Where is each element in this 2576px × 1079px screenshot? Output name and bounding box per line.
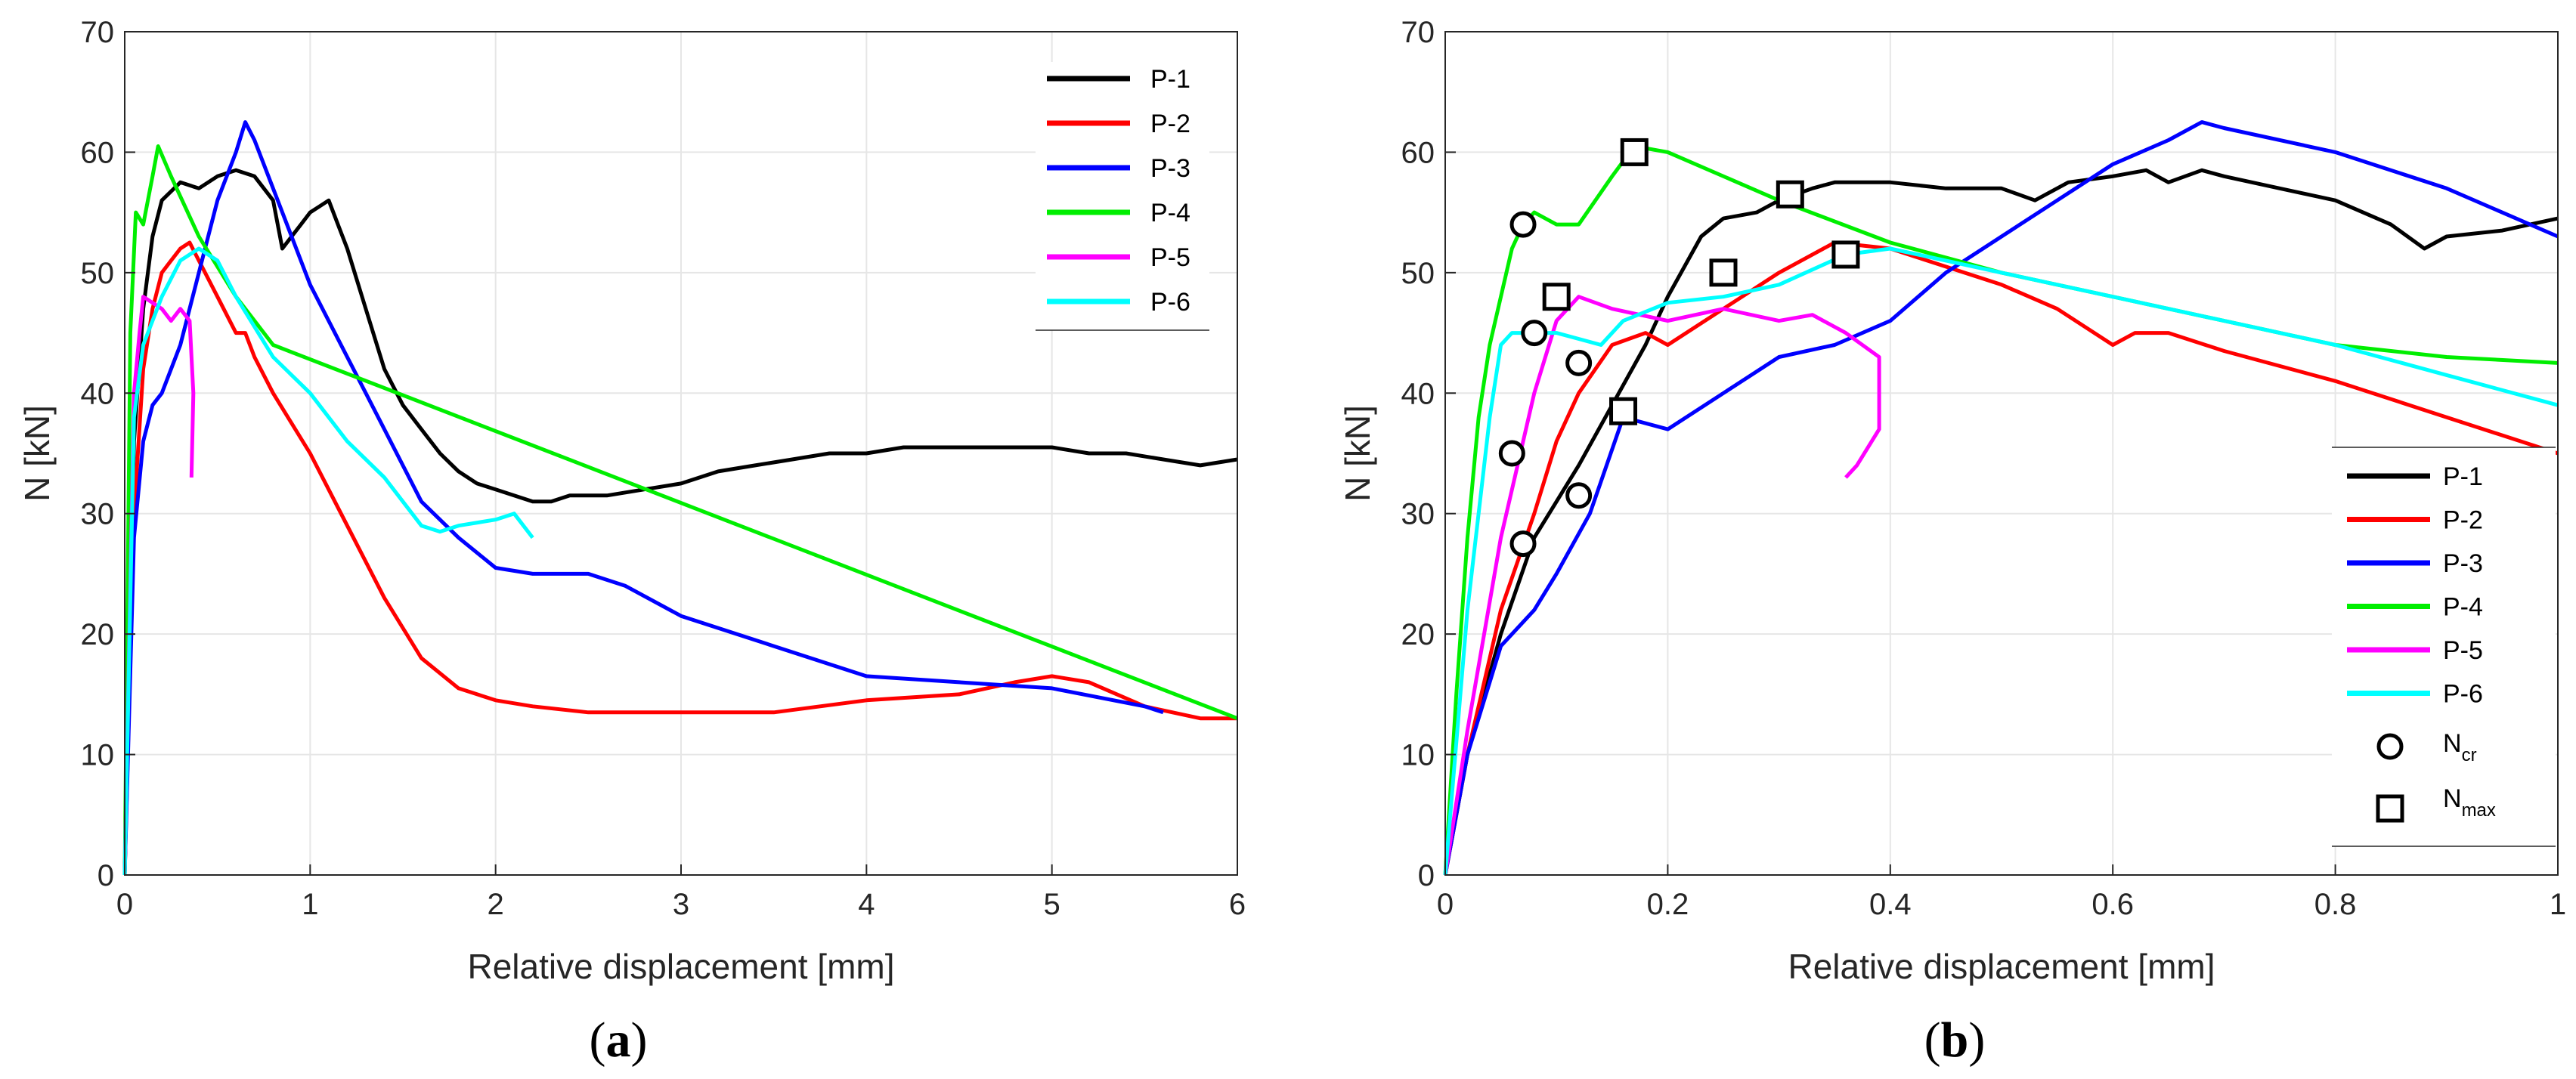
legend-label-p-3: P-3 [2443,549,2483,578]
series-line-p-5 [1443,295,1881,876]
a-xtick-label: 2 [488,888,504,921]
marker-nmax [1776,180,1804,209]
b-xlabel: Relative displacement [mm] [1788,947,2215,986]
b-ytick-label: 30 [1401,498,1435,531]
b-markers [1498,138,1860,558]
legend-label-p-6: P-6 [1150,288,1190,317]
marker-ncr [1521,320,1548,347]
a-xtick-label: 6 [1229,888,1246,921]
a-xtick-label: 4 [858,888,875,921]
b-xtick-label: 1 [2550,888,2566,921]
legend-label-p-2: P-2 [1150,110,1190,138]
b-ytick-label: 40 [1401,377,1435,410]
marker-ncr [1565,349,1593,376]
a-xtick-label: 3 [673,888,689,921]
b-ylabel: N [kN] [1338,405,1377,502]
a-xtick-label: 5 [1044,888,1060,921]
caption-b: (b) [1924,1013,1986,1068]
b-ytick-label: 0 [1418,859,1435,892]
series-line-p-1 [122,168,1238,876]
legend-ncr-label: Ncr [2443,729,2477,765]
b-ytick-label: 60 [1401,136,1435,169]
b-axes-box [1444,31,2559,876]
marker-ncr [1565,482,1593,509]
series-line-p-3 [122,120,1164,876]
a-ytick-label: 0 [98,859,114,892]
a-ytick-label: 50 [81,257,115,290]
a-legend: P-1 P-2 P-3 P-4 P-5 P-6 [1036,62,1209,331]
legend-label-p-2: P-2 [2443,506,2483,535]
legend-nmax-label: Nmax [2443,784,2496,821]
legend-label-p-3: P-3 [1150,154,1190,183]
a-legend-bg [1036,62,1209,330]
legend-label-p-1: P-1 [2443,462,2483,491]
a-series [122,120,1238,876]
a-ytick-label: 40 [81,377,115,410]
a-xtick-label: 1 [302,888,318,921]
a-ylabel: N [kN] [17,405,57,502]
a-xlabel: Relative displacement [mm] [468,947,895,986]
b-xtick-label: 0.2 [1647,888,1689,921]
marker-ncr [1509,211,1537,238]
b-legend-bg [2332,447,2556,846]
legend-label-p-5: P-5 [2443,636,2483,665]
b-ytick-label: 50 [1401,257,1435,290]
marker-nmax [1542,283,1571,311]
legend-label-p-1: P-1 [1150,65,1190,94]
series-line-p-3 [1443,120,2559,876]
legend-label-p-5: P-5 [1150,243,1190,272]
a-ytick-label: 60 [81,136,115,169]
a-xtick-label: 0 [116,888,133,921]
legend-nmax-square-icon [2376,794,2404,823]
series-line-p-2 [1443,240,2559,876]
marker-nmax [1709,258,1738,287]
series-line-p-6 [122,246,534,876]
legend-label-p-4: P-4 [2443,593,2483,622]
b-xtick-label: 0 [1437,888,1454,921]
b-series [1443,120,2559,876]
series-line-p-1 [1443,168,2559,876]
b-ytick-label: 10 [1401,739,1435,772]
series-line-p-5 [122,295,196,876]
series-line-p-6 [1443,246,2559,876]
b-xtick-label: 0.6 [2091,888,2134,921]
legend-ncr-circle-icon [2376,733,2404,760]
marker-nmax [1609,397,1638,425]
a-ytick-label: 10 [81,739,115,772]
b-ytick-label: 70 [1401,16,1435,49]
b-xtick-label: 0.4 [1869,888,1912,921]
a-ytick-label: 20 [81,618,115,651]
b-legend: P-1 P-2 P-3 P-4 P-5 P-6 Ncr Nmax [2332,447,2556,847]
legend-label-p-4: P-4 [1150,199,1190,227]
marker-ncr [1498,440,1525,467]
a-ytick-label: 30 [81,498,115,531]
series-line-p-4 [122,144,1238,876]
a-ytick-label: 70 [81,16,115,49]
caption-a: (a) [590,1013,648,1068]
legend-label-p-6: P-6 [2443,680,2483,709]
b-ytick-label: 20 [1401,618,1435,651]
marker-nmax [1831,240,1860,269]
marker-ncr [1509,530,1537,558]
b-xtick-label: 0.8 [2314,888,2357,921]
marker-nmax [1620,138,1649,166]
